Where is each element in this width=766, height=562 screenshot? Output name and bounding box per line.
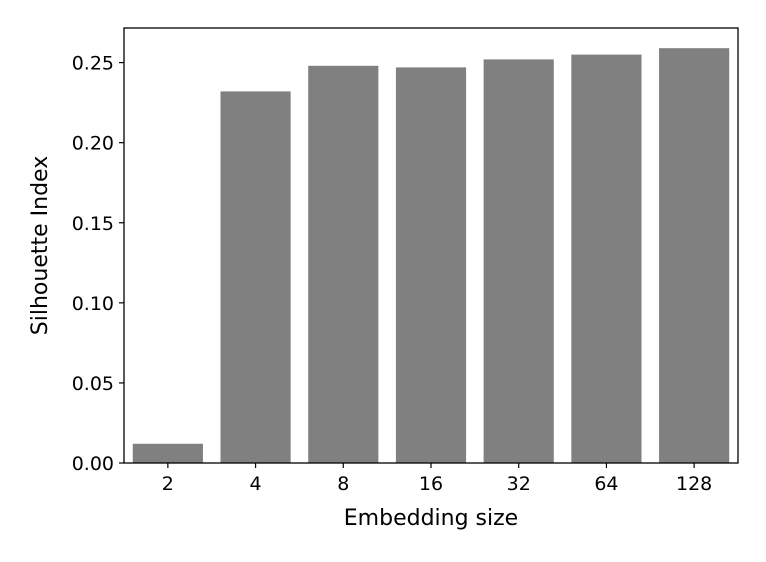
- y-tick-label: 0.25: [72, 53, 114, 75]
- y-tick-label: 0.10: [72, 293, 114, 315]
- y-tick-label: 0.15: [72, 213, 114, 235]
- y-tick-label: 0.20: [72, 133, 114, 155]
- x-tick-label: 16: [419, 473, 443, 495]
- bar-8: [308, 65, 379, 464]
- y-tick-label: 0.00: [72, 453, 114, 475]
- bar-32: [483, 59, 554, 463]
- x-axis-ticks: 2 4 8 16 32 64 128: [162, 463, 712, 495]
- plot-frame: [123, 27, 739, 464]
- x-tick-label: 32: [507, 473, 531, 495]
- x-axis-label: Embedding size: [344, 506, 518, 531]
- y-axis-label: Silhouette Index: [28, 156, 53, 335]
- bar-2: [132, 443, 203, 463]
- bars-layer: [132, 48, 730, 464]
- bar-16: [395, 67, 467, 464]
- bar-128: [659, 48, 730, 463]
- y-tick-label: 0.05: [72, 373, 114, 395]
- x-tick-label: 64: [594, 473, 618, 495]
- y-axis-ticks: 0.00 0.05 0.10 0.15 0.20 0.25: [72, 53, 124, 475]
- x-tick-label: 128: [676, 473, 712, 495]
- x-tick-label: 8: [337, 473, 349, 495]
- x-tick-label: 2: [162, 473, 174, 495]
- bar-4: [220, 91, 291, 463]
- x-tick-label: 4: [250, 473, 262, 495]
- bar-64: [571, 54, 642, 464]
